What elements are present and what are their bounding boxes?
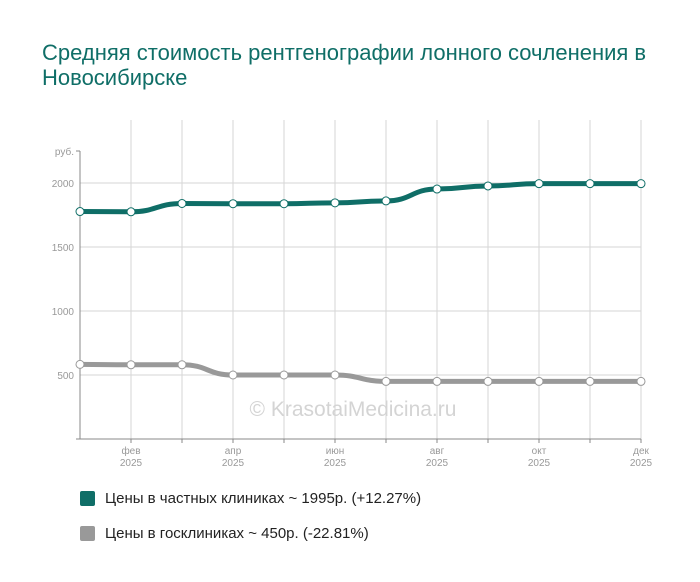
x-tick-label-year: 2025 [222, 458, 245, 469]
data-point-0 [228, 199, 238, 209]
x-tick-label-year: 2025 [630, 458, 653, 469]
legend-item-private[interactable]: Цены в частных клиниках ~ 1995р. (+12.27… [80, 490, 421, 507]
data-point-0 [432, 184, 442, 194]
x-tick-label-month: окт [532, 446, 547, 457]
data-point-1 [228, 370, 238, 380]
data-point-0 [330, 198, 340, 208]
x-tick-label-month: фев [121, 445, 140, 457]
y-tick-label: 2000 [52, 179, 75, 190]
legend-label-public: Цены в госклиниках ~ 450р. (-22.81%) [105, 525, 369, 542]
series-line-0 [77, 181, 644, 215]
data-point-0 [636, 179, 646, 189]
data-point-0 [126, 207, 136, 217]
data-point-0 [279, 199, 289, 209]
data-point-0 [381, 196, 391, 206]
data-point-1 [177, 360, 187, 370]
x-tick-label-year: 2025 [426, 458, 449, 469]
x-tick-label-month: авг [430, 446, 445, 457]
x-tick-label-year: 2025 [324, 458, 347, 469]
y-tick-label: 500 [57, 371, 74, 382]
y-tick-label: 1000 [52, 307, 75, 318]
series-line-1 [77, 361, 644, 384]
legend-swatch-public [80, 526, 95, 541]
data-point-0 [534, 179, 544, 189]
data-point-1 [75, 359, 85, 369]
legend-item-public[interactable]: Цены в госклиниках ~ 450р. (-22.81%) [80, 525, 369, 542]
x-tick-label-month: июн [326, 446, 345, 457]
data-point-0 [483, 181, 493, 191]
legend-label-private: Цены в частных клиниках ~ 1995р. (+12.27… [105, 490, 422, 507]
data-point-0 [177, 198, 187, 208]
chart-title: Средняя стоимость рентгенографии лонного… [42, 40, 647, 90]
x-tick-label-year: 2025 [528, 458, 551, 469]
watermark: © KrasotaiMedicina.ru [250, 398, 457, 421]
x-tick-label-month: апр [225, 446, 242, 457]
data-point-1 [126, 360, 136, 370]
x-tick-label-month: дек [633, 446, 649, 457]
y-tick-label: 1500 [52, 243, 75, 254]
data-point-1 [483, 376, 493, 386]
y-axis-unit: руб. [55, 146, 74, 158]
data-point-1 [534, 376, 544, 386]
data-point-1 [279, 370, 289, 380]
data-point-1 [585, 376, 595, 386]
data-point-0 [75, 207, 85, 217]
legend-swatch-private [80, 491, 95, 506]
data-point-1 [381, 376, 391, 386]
data-point-0 [585, 179, 595, 189]
data-point-1 [636, 376, 646, 386]
data-point-1 [330, 370, 340, 380]
x-tick-label-year: 2025 [120, 458, 143, 469]
data-point-1 [432, 376, 442, 386]
